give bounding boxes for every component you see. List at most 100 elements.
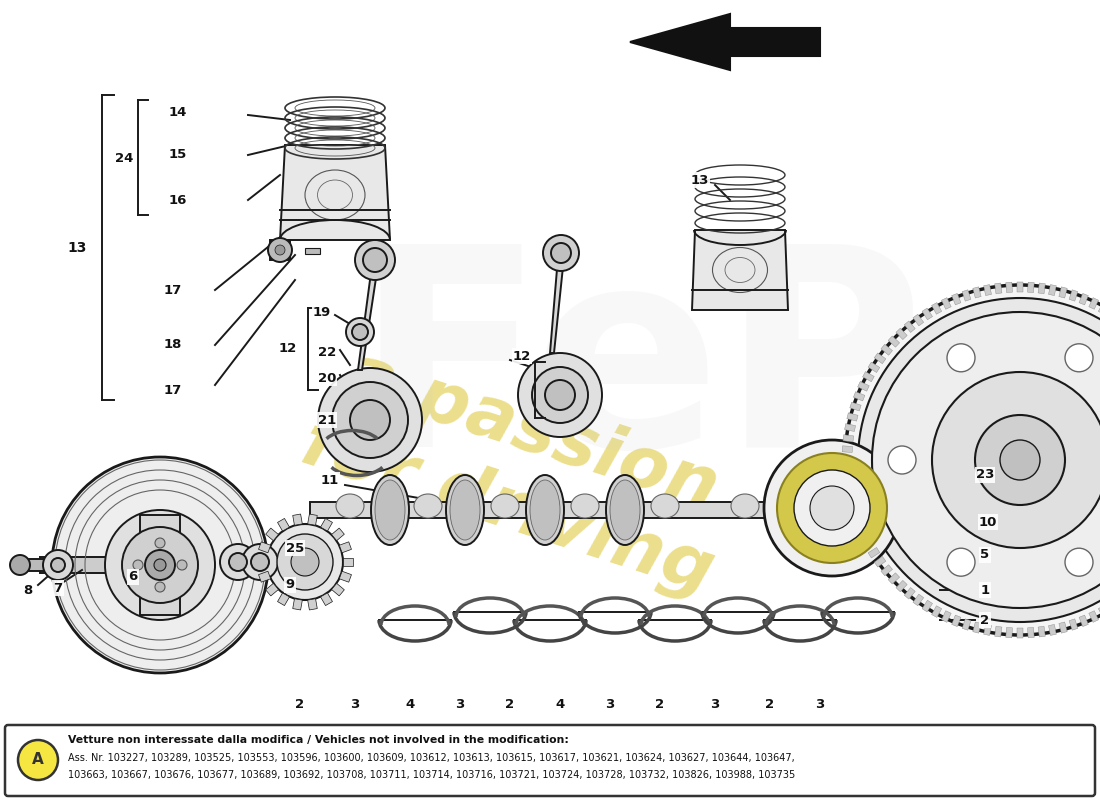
Circle shape [251,553,270,571]
Text: 16: 16 [168,194,187,206]
Polygon shape [1089,610,1099,622]
Polygon shape [320,518,332,531]
Polygon shape [896,328,907,339]
Text: 103663, 103667, 103676, 103677, 103689, 103692, 103708, 103711, 103714, 103716, : 103663, 103667, 103676, 103677, 103689, … [68,770,795,780]
Polygon shape [847,413,858,421]
Polygon shape [913,314,924,326]
Circle shape [350,400,390,440]
Circle shape [122,527,198,603]
Polygon shape [942,298,952,310]
Ellipse shape [606,475,643,545]
Circle shape [518,353,602,437]
Text: 24: 24 [114,151,133,165]
Polygon shape [1005,627,1012,638]
Circle shape [858,298,1100,622]
Polygon shape [20,559,45,571]
Polygon shape [1048,625,1056,635]
Polygon shape [1018,282,1023,292]
Text: 3: 3 [711,698,719,711]
Polygon shape [843,446,852,453]
Polygon shape [843,478,854,486]
Text: 2: 2 [505,698,515,711]
Polygon shape [850,402,861,411]
Circle shape [52,457,268,673]
Text: 11: 11 [321,474,339,486]
Polygon shape [854,392,865,401]
Text: 14: 14 [168,106,187,118]
Circle shape [352,324,368,340]
Ellipse shape [651,494,679,518]
Text: 8: 8 [23,583,33,597]
Polygon shape [1089,298,1099,310]
Polygon shape [1069,619,1078,630]
Polygon shape [280,145,390,240]
Polygon shape [858,529,869,538]
Ellipse shape [610,480,640,540]
Polygon shape [1098,606,1100,618]
Polygon shape [854,519,865,528]
Polygon shape [630,14,820,70]
Circle shape [947,344,975,372]
Polygon shape [343,558,353,566]
Circle shape [268,238,292,262]
Ellipse shape [336,494,364,518]
Circle shape [975,415,1065,505]
Polygon shape [845,489,856,496]
Circle shape [242,544,278,580]
Ellipse shape [446,475,484,545]
Polygon shape [308,514,317,526]
Circle shape [1000,440,1040,480]
Text: 3: 3 [815,698,825,711]
Text: 3: 3 [605,698,615,711]
Polygon shape [881,565,892,576]
Circle shape [888,446,916,474]
Circle shape [355,240,395,280]
Polygon shape [339,542,352,553]
Text: 12: 12 [279,342,297,355]
Polygon shape [258,542,271,553]
Text: Vetture non interessate dalla modifica / Vehicles not involved in the modificati: Vetture non interessate dalla modifica /… [68,735,569,745]
Text: FePs: FePs [354,235,1086,505]
Polygon shape [845,424,856,431]
Polygon shape [1038,283,1045,294]
Text: 4: 4 [406,698,415,711]
Polygon shape [310,502,830,518]
Polygon shape [888,573,900,584]
Polygon shape [952,615,961,626]
Polygon shape [1027,627,1034,638]
Polygon shape [257,558,267,566]
Polygon shape [942,610,952,622]
Circle shape [872,312,1100,608]
Text: a passion
for driving: a passion for driving [293,333,747,607]
Text: 5: 5 [980,549,990,562]
Circle shape [133,560,143,570]
Ellipse shape [371,475,409,545]
Polygon shape [842,457,852,463]
Polygon shape [888,336,900,347]
Circle shape [810,486,854,530]
Polygon shape [896,581,907,592]
Ellipse shape [732,494,759,518]
Ellipse shape [571,494,600,518]
Circle shape [155,582,165,592]
Text: 20: 20 [318,371,337,385]
Circle shape [177,560,187,570]
Text: 2: 2 [766,698,774,711]
Polygon shape [1048,285,1056,295]
Ellipse shape [491,494,519,518]
Polygon shape [881,344,892,355]
Polygon shape [972,287,981,298]
Circle shape [220,544,256,580]
Circle shape [764,440,900,576]
Text: 2: 2 [656,698,664,711]
Circle shape [551,243,571,263]
Polygon shape [1069,290,1078,301]
Circle shape [1065,548,1093,576]
Text: 22: 22 [318,346,337,358]
Circle shape [51,558,65,572]
Polygon shape [862,538,874,548]
Polygon shape [972,622,981,633]
Polygon shape [994,283,1002,294]
Polygon shape [1018,628,1023,638]
Text: 13: 13 [691,174,710,186]
